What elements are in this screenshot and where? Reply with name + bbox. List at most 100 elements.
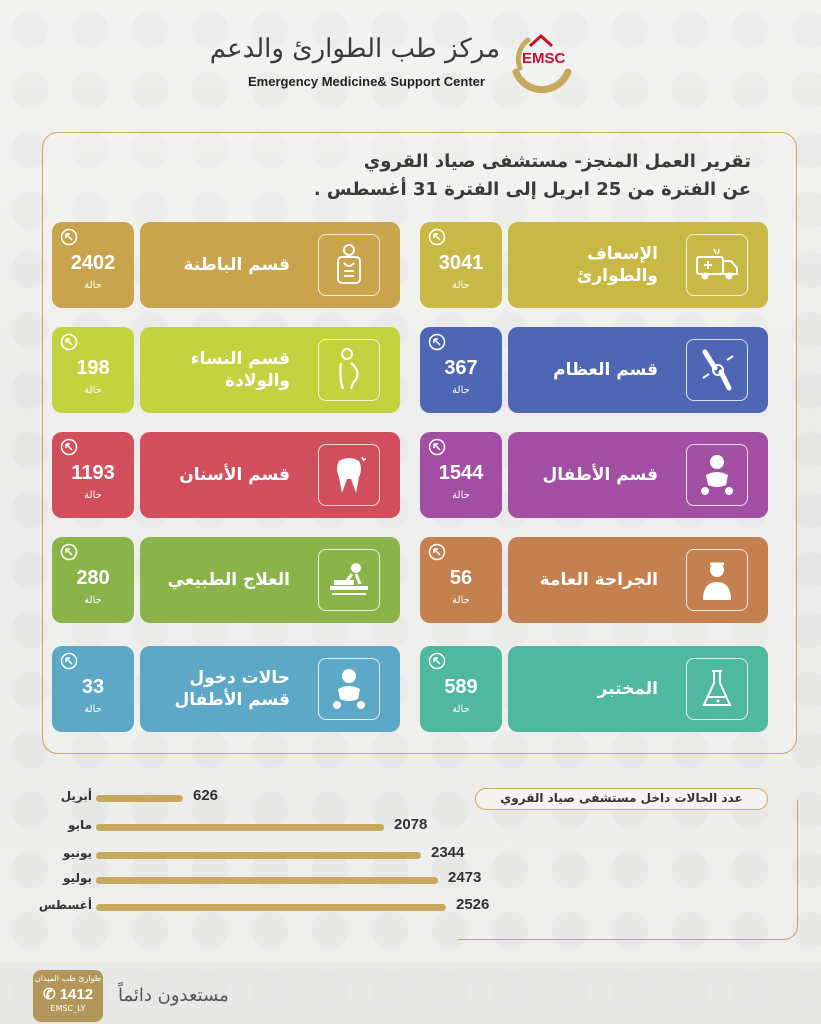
unit-label: حالة (84, 595, 102, 606)
card-pediatric_admissions: 33 حالة حالات دخول قسم الأطفال (52, 646, 400, 732)
bar-category-label: يونيو (63, 846, 92, 860)
unit-label: حالة (452, 280, 470, 291)
arrow-icon (428, 438, 446, 456)
org-arabic-name: مركز طب الطوارئ والدعم (209, 34, 500, 64)
unit-label: حالة (452, 490, 470, 501)
arrow-icon (60, 333, 78, 351)
bar-row: أغسطس 2526 (22, 896, 522, 918)
arrow-icon (60, 543, 78, 561)
hotline-number-text: 1412 (59, 986, 94, 1003)
logo-icon (512, 33, 572, 94)
hotline-label: طوارئ طب الميدان (34, 974, 102, 983)
case-count: 589 (444, 676, 478, 698)
bar (96, 877, 438, 884)
bar (96, 795, 183, 802)
department-name: المختبر (597, 679, 658, 699)
bar-value-label: 2526 (456, 896, 490, 913)
case-count: 56 (449, 567, 473, 589)
arrow-icon (60, 438, 78, 456)
card-pediatrics: 1544 حالة قسم الأطفال (420, 432, 768, 518)
bar-value-label: 2473 (448, 869, 482, 886)
count-box-orthopedics: 367 حالة (420, 327, 502, 413)
label-box-orthopedics: قسم العظام (508, 327, 768, 413)
phone-icon: ✆ (42, 986, 56, 1003)
hotline-number: ✆ 1412 (33, 985, 103, 1003)
label-box-pediatric_admissions: حالات دخول قسم الأطفال (140, 646, 400, 732)
department-name: حالات دخول قسم الأطفال (174, 668, 290, 710)
card-emergency: 3041 حالة الإسعاف والطوارئ (420, 222, 768, 308)
department-name: قسم الأطفال (542, 465, 658, 485)
chart-title: عدد الحالات داخل مستشفى صياد القروي (475, 788, 768, 810)
doctor-icon (686, 549, 748, 611)
unit-label: حالة (84, 490, 102, 501)
unit-label: حالة (84, 704, 102, 715)
bar-value-label: 2078 (394, 816, 428, 833)
label-box-physio: العلاج الطبيعي (140, 537, 400, 623)
bar-value-label: 2344 (431, 844, 465, 861)
arrow-icon (428, 543, 446, 561)
footer (0, 962, 821, 1024)
bar-row: يوليو 2473 (22, 869, 522, 891)
report-title-line2: عن الفترة من 25 ابريل إلى الفترة 31 أغسط… (313, 179, 751, 200)
bar-category-label: يوليو (63, 871, 92, 885)
count-box-surgery: 56 حالة (420, 537, 502, 623)
arrow-icon (428, 228, 446, 246)
label-box-pediatrics: قسم الأطفال (508, 432, 768, 518)
unit-label: حالة (452, 704, 470, 715)
social-handle: EMSC_LY (50, 1004, 86, 1013)
count-box-obgyn: 198 حالة (52, 327, 134, 413)
report-title: تقرير العمل المنجز- مستشفى صياد القروي ع… (191, 148, 751, 204)
card-obgyn: 198 حالة قسم النساء والولادة (52, 327, 400, 413)
count-box-emergency: 3041 حالة (420, 222, 502, 308)
department-name: الإسعاف والطوارئ (576, 244, 658, 286)
emsc-logo: EMSC (502, 22, 580, 100)
ambulance-icon (686, 234, 748, 296)
department-name: قسم الأسنان (179, 465, 290, 485)
label-box-emergency: الإسعاف والطوارئ (508, 222, 768, 308)
report-title-line1: تقرير العمل المنجز- مستشفى صياد القروي (363, 151, 751, 172)
label-box-lab: المختبر (508, 646, 768, 732)
bar (96, 904, 446, 911)
bar (96, 852, 421, 859)
bar-row: يونيو 2344 (22, 844, 522, 866)
count-box-dental: 1193 حالة (52, 432, 134, 518)
case-count: 198 (76, 357, 110, 379)
department-name: قسم النساء والولادة (190, 349, 290, 391)
flask-icon (686, 658, 748, 720)
case-count: 1544 (438, 462, 484, 484)
arrow-icon (428, 333, 446, 351)
chart-frame (458, 800, 798, 940)
bar-row: مايو 2078 (22, 816, 522, 838)
baby-icon (318, 658, 380, 720)
unit-label: حالة (84, 280, 102, 291)
hotline-badge: طوارئ طب الميدان ✆ 1412 EMSC_LY (33, 970, 103, 1022)
logo-text: EMSC (522, 50, 566, 67)
pregnant-woman-icon (318, 339, 380, 401)
case-count: 367 (444, 357, 478, 379)
card-physio: 280 حالة العلاج الطبيعي (52, 537, 400, 623)
unit-label: حالة (452, 595, 470, 606)
bar-category-label: أبريل (60, 789, 92, 803)
internal-organs-icon (318, 234, 380, 296)
card-orthopedics: 367 حالة قسم العظام (420, 327, 768, 413)
department-name: العلاج الطبيعي (167, 570, 290, 590)
header: مركز طب الطوارئ والدعم Emergency Medicin… (210, 22, 580, 102)
card-internal: 2402 حالة قسم الباطنة (52, 222, 400, 308)
baby-icon (686, 444, 748, 506)
slogan: مستعدون دائماً (118, 985, 229, 1006)
card-lab: 589 حالة المختبر (420, 646, 768, 732)
bar-category-label: مايو (68, 818, 92, 832)
bar-row: أبريل 626 (22, 787, 522, 809)
department-name: قسم الباطنة (183, 255, 290, 275)
label-box-surgery: الجراحة العامة (508, 537, 768, 623)
bar-value-label: 626 (193, 787, 219, 804)
tooth-icon (318, 444, 380, 506)
count-box-pediatrics: 1544 حالة (420, 432, 502, 518)
card-dental: 1193 حالة قسم الأسنان (52, 432, 400, 518)
count-box-internal: 2402 حالة (52, 222, 134, 308)
case-count: 1193 (71, 462, 115, 484)
label-box-internal: قسم الباطنة (140, 222, 400, 308)
case-count: 33 (81, 676, 105, 698)
arrow-icon (60, 652, 78, 670)
count-box-pediatric_admissions: 33 حالة (52, 646, 134, 732)
